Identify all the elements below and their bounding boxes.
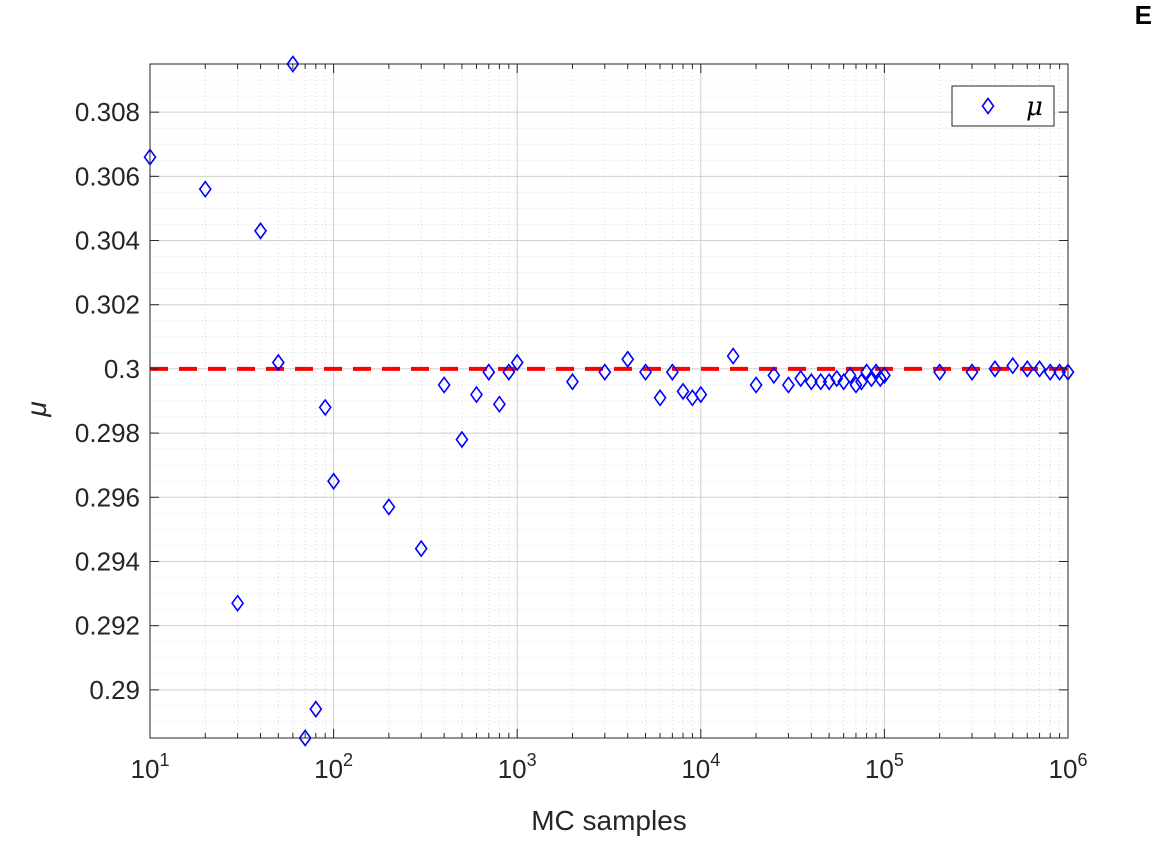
data-point (639, 363, 653, 381)
data-point (327, 472, 341, 491)
data-point (254, 222, 268, 240)
x-tick-label: 104 (681, 750, 720, 784)
y-axis-label: μ (21, 401, 52, 417)
data-point (565, 372, 579, 391)
data-point (1020, 360, 1034, 378)
y-tick-label: 0.296 (75, 482, 140, 512)
data-point (814, 372, 828, 391)
data-point (309, 700, 323, 718)
data-point (830, 369, 844, 388)
data-point (198, 180, 212, 199)
panel-label: E (1134, 0, 1152, 30)
axis-ticks (149, 64, 1069, 738)
legend-box (951, 85, 1055, 127)
legend: μ (951, 85, 1055, 127)
data-point (231, 594, 245, 613)
data-point (382, 498, 396, 516)
data-point (437, 376, 451, 394)
data-point (510, 353, 524, 372)
minor-grid (150, 63, 1068, 739)
data-point (864, 369, 878, 388)
data-point (1053, 363, 1067, 381)
data-point (873, 369, 887, 388)
data-point (854, 372, 868, 391)
x-tick-label: 103 (498, 750, 537, 784)
x-axis-label: MC samples (531, 805, 687, 836)
data-point (933, 363, 947, 381)
data-point (665, 363, 679, 381)
data-point (988, 360, 1002, 378)
data-point (455, 430, 469, 449)
data-point (318, 398, 332, 417)
data-point (676, 382, 690, 401)
y-tick-label: 0.302 (75, 290, 140, 320)
data-point (843, 366, 857, 385)
data-point (794, 369, 808, 388)
data-point (414, 539, 428, 558)
data-point (469, 385, 483, 404)
data-point (849, 376, 863, 394)
data-point (271, 353, 285, 372)
data-point (804, 372, 818, 391)
legend-entry: μ (1026, 92, 1043, 122)
data-point (767, 366, 781, 385)
data-point (653, 388, 667, 407)
data-point (298, 729, 312, 747)
y-tick-labels: 0.29 0.292 0.294 0.296 0.298 0.3 0.302 0.304 0.3… (75, 97, 140, 705)
data-point (598, 363, 612, 381)
y-tick-label: 0.29 (89, 675, 140, 705)
x-tick-label: 105 (865, 750, 904, 784)
y-tick-label: 0.292 (75, 611, 140, 641)
data-point (502, 363, 516, 381)
data-point (621, 350, 635, 369)
y-tick-label: 0.294 (75, 546, 140, 576)
data-point (694, 385, 708, 404)
y-tick-label: 0.3 (104, 354, 140, 384)
y-tick-label: 0.306 (75, 161, 140, 191)
data-point (1043, 363, 1057, 381)
data-point (822, 372, 836, 391)
x-tick-label: 106 (1049, 750, 1088, 784)
axes-box (149, 63, 1069, 739)
x-tick-label: 101 (131, 750, 170, 784)
data-point (492, 395, 506, 414)
y-tick-label: 0.298 (75, 418, 140, 448)
data-point (482, 363, 496, 381)
data-point (877, 366, 891, 385)
x-tick-label: 102 (314, 750, 353, 784)
y-tick-label: 0.308 (75, 97, 140, 127)
legend-diamond-icon (981, 97, 995, 115)
data-point (781, 376, 795, 394)
data-point (749, 376, 763, 394)
data-point (965, 363, 979, 381)
data-point (1033, 360, 1047, 378)
data-point (726, 347, 740, 365)
data-points (143, 55, 1075, 747)
data-point (1006, 356, 1020, 375)
data-point (286, 55, 300, 73)
y-tick-label: 0.304 (75, 226, 140, 256)
x-tick-labels: 101 102 103 104 105 106 (131, 750, 1088, 784)
